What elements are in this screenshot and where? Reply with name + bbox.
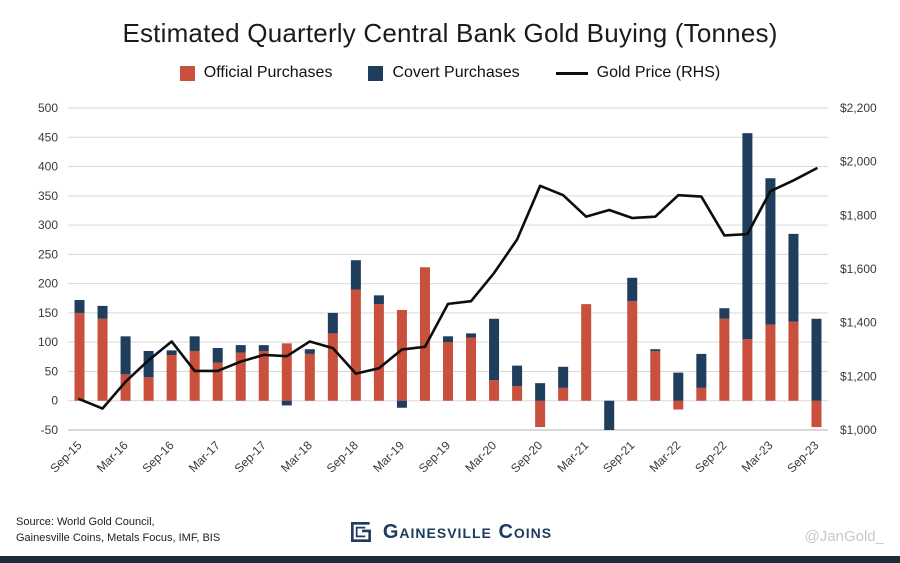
svg-text:50: 50 bbox=[45, 364, 59, 378]
svg-text:Mar-16: Mar-16 bbox=[94, 438, 131, 475]
svg-text:0: 0 bbox=[51, 394, 58, 408]
svg-text:Sep-22: Sep-22 bbox=[692, 438, 729, 475]
chart-legend: Official Purchases Covert Purchases Gold… bbox=[0, 64, 900, 82]
svg-text:Mar-17: Mar-17 bbox=[186, 438, 223, 475]
twitter-handle: @JanGold_ bbox=[804, 528, 884, 545]
svg-text:500: 500 bbox=[38, 101, 58, 115]
svg-text:300: 300 bbox=[38, 218, 58, 232]
svg-text:400: 400 bbox=[38, 160, 58, 174]
footer-accent-bar bbox=[0, 556, 900, 563]
svg-text:$2,000: $2,000 bbox=[840, 155, 877, 169]
covert-purchases-swatch-icon bbox=[368, 65, 384, 81]
svg-text:Mar-18: Mar-18 bbox=[278, 438, 315, 475]
svg-text:200: 200 bbox=[38, 277, 58, 291]
chart-plot-area: -50 0 50 100 150 200 250 300 350 400 450 500 $1,000 $… bbox=[0, 96, 900, 508]
svg-text:Sep-17: Sep-17 bbox=[232, 438, 269, 475]
legend-item-covert: Covert Purchases bbox=[368, 64, 520, 82]
svg-text:Sep-16: Sep-16 bbox=[139, 438, 176, 475]
gold-price-line-icon bbox=[555, 71, 588, 75]
svg-text:Sep-19: Sep-19 bbox=[416, 438, 453, 475]
brand-name: Gainesville Coins bbox=[382, 520, 553, 543]
source-note: Source: World Gold Council, Gainesville … bbox=[16, 515, 220, 547]
svg-text:Sep-21: Sep-21 bbox=[600, 438, 637, 475]
svg-text:Mar-23: Mar-23 bbox=[739, 438, 776, 475]
svg-text:250: 250 bbox=[38, 247, 58, 261]
gainesville-coins-logo-icon bbox=[350, 522, 371, 542]
svg-text:Sep-20: Sep-20 bbox=[508, 438, 545, 475]
legend-label-official: Official Purchases bbox=[203, 64, 333, 81]
svg-text:-50: -50 bbox=[41, 423, 59, 437]
legend-label-gold-price: Gold Price (RHS) bbox=[596, 64, 721, 81]
svg-text:Mar-22: Mar-22 bbox=[647, 438, 684, 475]
svg-text:150: 150 bbox=[38, 306, 58, 320]
source-line-2: Gainesville Coins, Metals Focus, IMF, BI… bbox=[16, 532, 221, 545]
svg-text:Sep-18: Sep-18 bbox=[324, 438, 361, 475]
svg-text:Sep-15: Sep-15 bbox=[47, 438, 84, 475]
svg-text:Mar-19: Mar-19 bbox=[370, 438, 407, 475]
official-purchases-swatch-icon bbox=[179, 65, 195, 81]
svg-text:$2,200: $2,200 bbox=[840, 101, 877, 115]
legend-item-gold-price: Gold Price (RHS) bbox=[555, 64, 721, 82]
svg-text:Sep-23: Sep-23 bbox=[784, 438, 821, 475]
chart-svg: -50 0 50 100 150 200 250 300 350 400 450 500 $1,000 $… bbox=[38, 101, 877, 475]
svg-text:$1,000: $1,000 bbox=[840, 423, 877, 437]
svg-text:$1,400: $1,400 bbox=[840, 316, 877, 330]
source-line-1: Source: World Gold Council, bbox=[16, 516, 155, 529]
svg-text:100: 100 bbox=[38, 335, 58, 349]
legend-label-covert: Covert Purchases bbox=[392, 64, 520, 81]
svg-text:Mar-20: Mar-20 bbox=[462, 438, 499, 475]
svg-text:$1,600: $1,600 bbox=[840, 262, 877, 276]
svg-text:350: 350 bbox=[38, 189, 58, 203]
chart-title: Estimated Quarterly Central Bank Gold Bu… bbox=[122, 18, 778, 48]
legend-item-official: Official Purchases bbox=[179, 64, 333, 82]
svg-text:$1,200: $1,200 bbox=[840, 369, 877, 383]
svg-text:$1,800: $1,800 bbox=[840, 208, 877, 222]
svg-text:450: 450 bbox=[38, 130, 58, 144]
svg-text:Mar-21: Mar-21 bbox=[555, 438, 592, 475]
